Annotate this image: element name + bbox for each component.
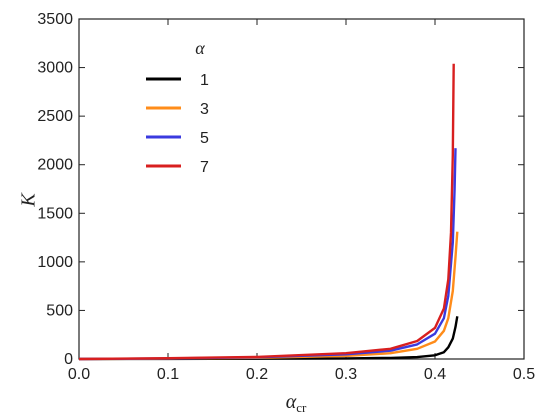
- y-tick-label: 3000: [37, 60, 73, 77]
- y-tick-label: 0: [64, 351, 73, 368]
- x-tick-label: 0.2: [246, 366, 268, 383]
- legend-label-5: 5: [200, 130, 209, 147]
- y-tick-label: 1500: [37, 205, 73, 222]
- y-tick-label: 1000: [37, 254, 73, 271]
- y-tick-label: 3500: [37, 11, 73, 28]
- tick-group: 0.0 0.1 0.2 0.3 0.4 0.5 0 500 1000 1500 2000 2500 30…: [37, 11, 535, 383]
- legend: α 1 3 5 7: [146, 38, 209, 176]
- x-tick-label: 0.1: [157, 366, 179, 383]
- series-line-5: [78, 148, 457, 361]
- x-tick-label: 0.3: [335, 366, 357, 383]
- y-axis-label: K: [18, 192, 40, 208]
- x-tick-label: 0.0: [68, 366, 90, 383]
- y-tick-label: 2000: [37, 157, 73, 174]
- legend-title: α: [195, 38, 205, 58]
- x-axis-label-subscript: cr: [296, 400, 307, 415]
- plot-frame: [78, 18, 525, 360]
- x-tick-label: 0.4: [424, 366, 446, 383]
- x-axis-label-main: α: [286, 391, 297, 413]
- series-line-7: [78, 63, 455, 361]
- series-group: [78, 63, 459, 361]
- legend-label-3: 3: [200, 101, 209, 118]
- series-line-3: [78, 231, 459, 361]
- legend-label-1: 1: [200, 72, 209, 89]
- y-tick-label: 2500: [37, 108, 73, 125]
- y-tick-label: 500: [46, 302, 73, 319]
- x-axis-label: αcr: [286, 391, 307, 415]
- legend-label-7: 7: [200, 159, 209, 176]
- x-tick-label: 0.5: [513, 366, 535, 383]
